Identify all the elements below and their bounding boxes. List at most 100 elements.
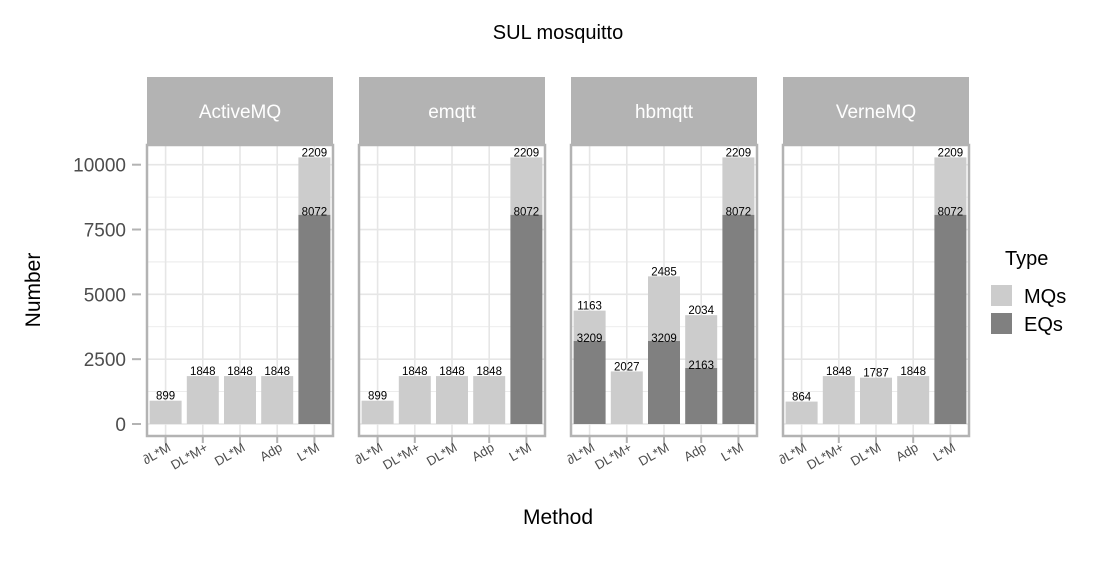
x-tick-label: ∂L*M (776, 440, 809, 468)
facet-strip (359, 77, 545, 145)
bar-label-mqs: 1848 (190, 366, 216, 378)
bar-label-mqs: 2034 (688, 305, 714, 317)
bar-label-mqs: 1163 (577, 301, 602, 313)
x-tick-label: DL*M+ (380, 440, 422, 473)
bar-label-mqs: 1848 (439, 366, 465, 378)
facet-strip-label: VerneMQ (836, 102, 916, 123)
x-tick-label: Adp (893, 440, 921, 465)
bar-label-eqs: 8072 (302, 207, 328, 219)
bar-label-mqs: 864 (792, 392, 812, 404)
x-tick-label: ∂L*M (352, 440, 385, 468)
bar-mqs (822, 376, 855, 424)
bar-mqs (361, 400, 394, 424)
y-tick-label: 0 (115, 415, 126, 436)
x-tick-label: DL*M+ (168, 440, 210, 473)
bar-label-mqs: 2209 (726, 147, 752, 159)
bar-label-eqs: 8072 (938, 207, 964, 219)
facet-strip (783, 77, 969, 145)
bar-mqs (473, 376, 506, 424)
bar-eqs (298, 214, 331, 424)
bar-mqs (224, 376, 256, 424)
x-tick-label: ∂L*M (564, 440, 597, 468)
facet-panel-vernemq: VerneMQ 864 1848 1787 1848 2209 8072 ∂L*MDL*M+ D… (776, 77, 971, 473)
bar-mqs (897, 376, 930, 424)
facet-strip-label: hbmqtt (635, 102, 694, 123)
facet-panel-emqtt: emqtt 899 1848 1848 1848 2209 8072 ∂L*MDL*M+ DL*… (352, 77, 547, 473)
bar-mqs (860, 377, 892, 424)
facet-strip (147, 77, 333, 145)
bar-label-mqs: 2209 (938, 147, 964, 159)
x-tick-label: Adp (469, 440, 497, 465)
legend-swatch-eqs (991, 313, 1012, 334)
bar-label-mqs: 2485 (651, 266, 677, 278)
bar-mqs (685, 315, 718, 368)
x-tick-label: Adp (681, 440, 709, 465)
facet-panel-hbmqtt: hbmqtt 1163 3209 2027 2485 3209 2034 2163 2209 80… (564, 77, 759, 473)
bar-mqs (722, 157, 755, 215)
bar-eqs (510, 214, 543, 424)
bar-label-mqs: 2209 (514, 147, 540, 159)
bar-eqs (685, 367, 718, 424)
bar-label-mqs: 2027 (614, 361, 640, 373)
x-tick-label: DL*M+ (804, 440, 846, 473)
legend: Type MQs EQs (991, 248, 1066, 336)
bar-eqs (722, 214, 755, 424)
bar-label-mqs: 1848 (402, 366, 428, 378)
x-tick-label: L*M (506, 440, 534, 465)
y-tick-label: 5000 (84, 285, 126, 306)
bar-mqs (573, 310, 606, 341)
x-tick-label: DL*M (424, 440, 460, 469)
x-tick-label: Adp (257, 440, 285, 465)
bar-mqs (510, 157, 543, 215)
bar-label-mqs: 1848 (900, 366, 926, 378)
bar-label-eqs: 3209 (651, 333, 677, 345)
x-tick-label: DL*M (212, 440, 248, 469)
bar-mqs (149, 400, 182, 424)
bar-mqs (934, 157, 967, 215)
bar-label-mqs: 1787 (863, 368, 889, 380)
legend-label: MQs (1024, 286, 1066, 308)
bar-label-mqs: 1848 (826, 366, 852, 378)
bar-mqs (785, 401, 818, 424)
x-tick-label: ∂L*M (140, 440, 173, 468)
x-tick-label: L*M (294, 440, 322, 465)
facet-strip-label: ActiveMQ (199, 102, 281, 123)
x-tick-label: L*M (930, 440, 958, 465)
y-tick-label: 7500 (84, 221, 126, 242)
x-tick-label: DL*M (848, 440, 884, 469)
facet-strip-label: emqtt (428, 102, 476, 123)
bar-mqs (186, 376, 219, 424)
bar-mqs (398, 376, 431, 424)
bar-mqs (648, 276, 680, 341)
bar-label-eqs: 3209 (577, 333, 603, 345)
facet-panel-activemq: ActiveMQ 899 1848 1848 1848 2209 8072 ∂L*MDL*M+… (140, 77, 335, 473)
chart-title: SUL mosquitto (493, 22, 623, 44)
bar-label-mqs: 899 (156, 391, 175, 403)
bar-mqs (610, 371, 643, 424)
legend-title: Type (1005, 248, 1048, 270)
bar-label-eqs: 2163 (688, 360, 714, 372)
bar-label-eqs: 8072 (726, 207, 752, 219)
y-tick-label: 2500 (84, 350, 126, 371)
bar-label-mqs: 899 (368, 391, 387, 403)
x-axis-title: Method (523, 506, 593, 529)
x-tick-label: DL*M+ (592, 440, 634, 473)
legend-label: EQs (1024, 314, 1063, 336)
facet-strip (571, 77, 757, 145)
bar-eqs (573, 340, 606, 424)
bar-label-mqs: 1848 (227, 366, 253, 378)
bar-label-mqs: 1848 (476, 366, 502, 378)
bar-label-mqs: 2209 (302, 147, 328, 159)
bar-mqs (298, 157, 331, 215)
bar-eqs (934, 214, 967, 424)
x-tick-label: DL*M (636, 440, 672, 469)
y-axis-title: Number (22, 253, 45, 328)
bar-eqs (648, 340, 680, 424)
bar-mqs (436, 376, 468, 424)
bar-label-mqs: 1848 (264, 366, 290, 378)
legend-swatch-mqs (991, 285, 1012, 306)
bar-mqs (261, 376, 294, 424)
x-tick-label: L*M (718, 440, 746, 465)
